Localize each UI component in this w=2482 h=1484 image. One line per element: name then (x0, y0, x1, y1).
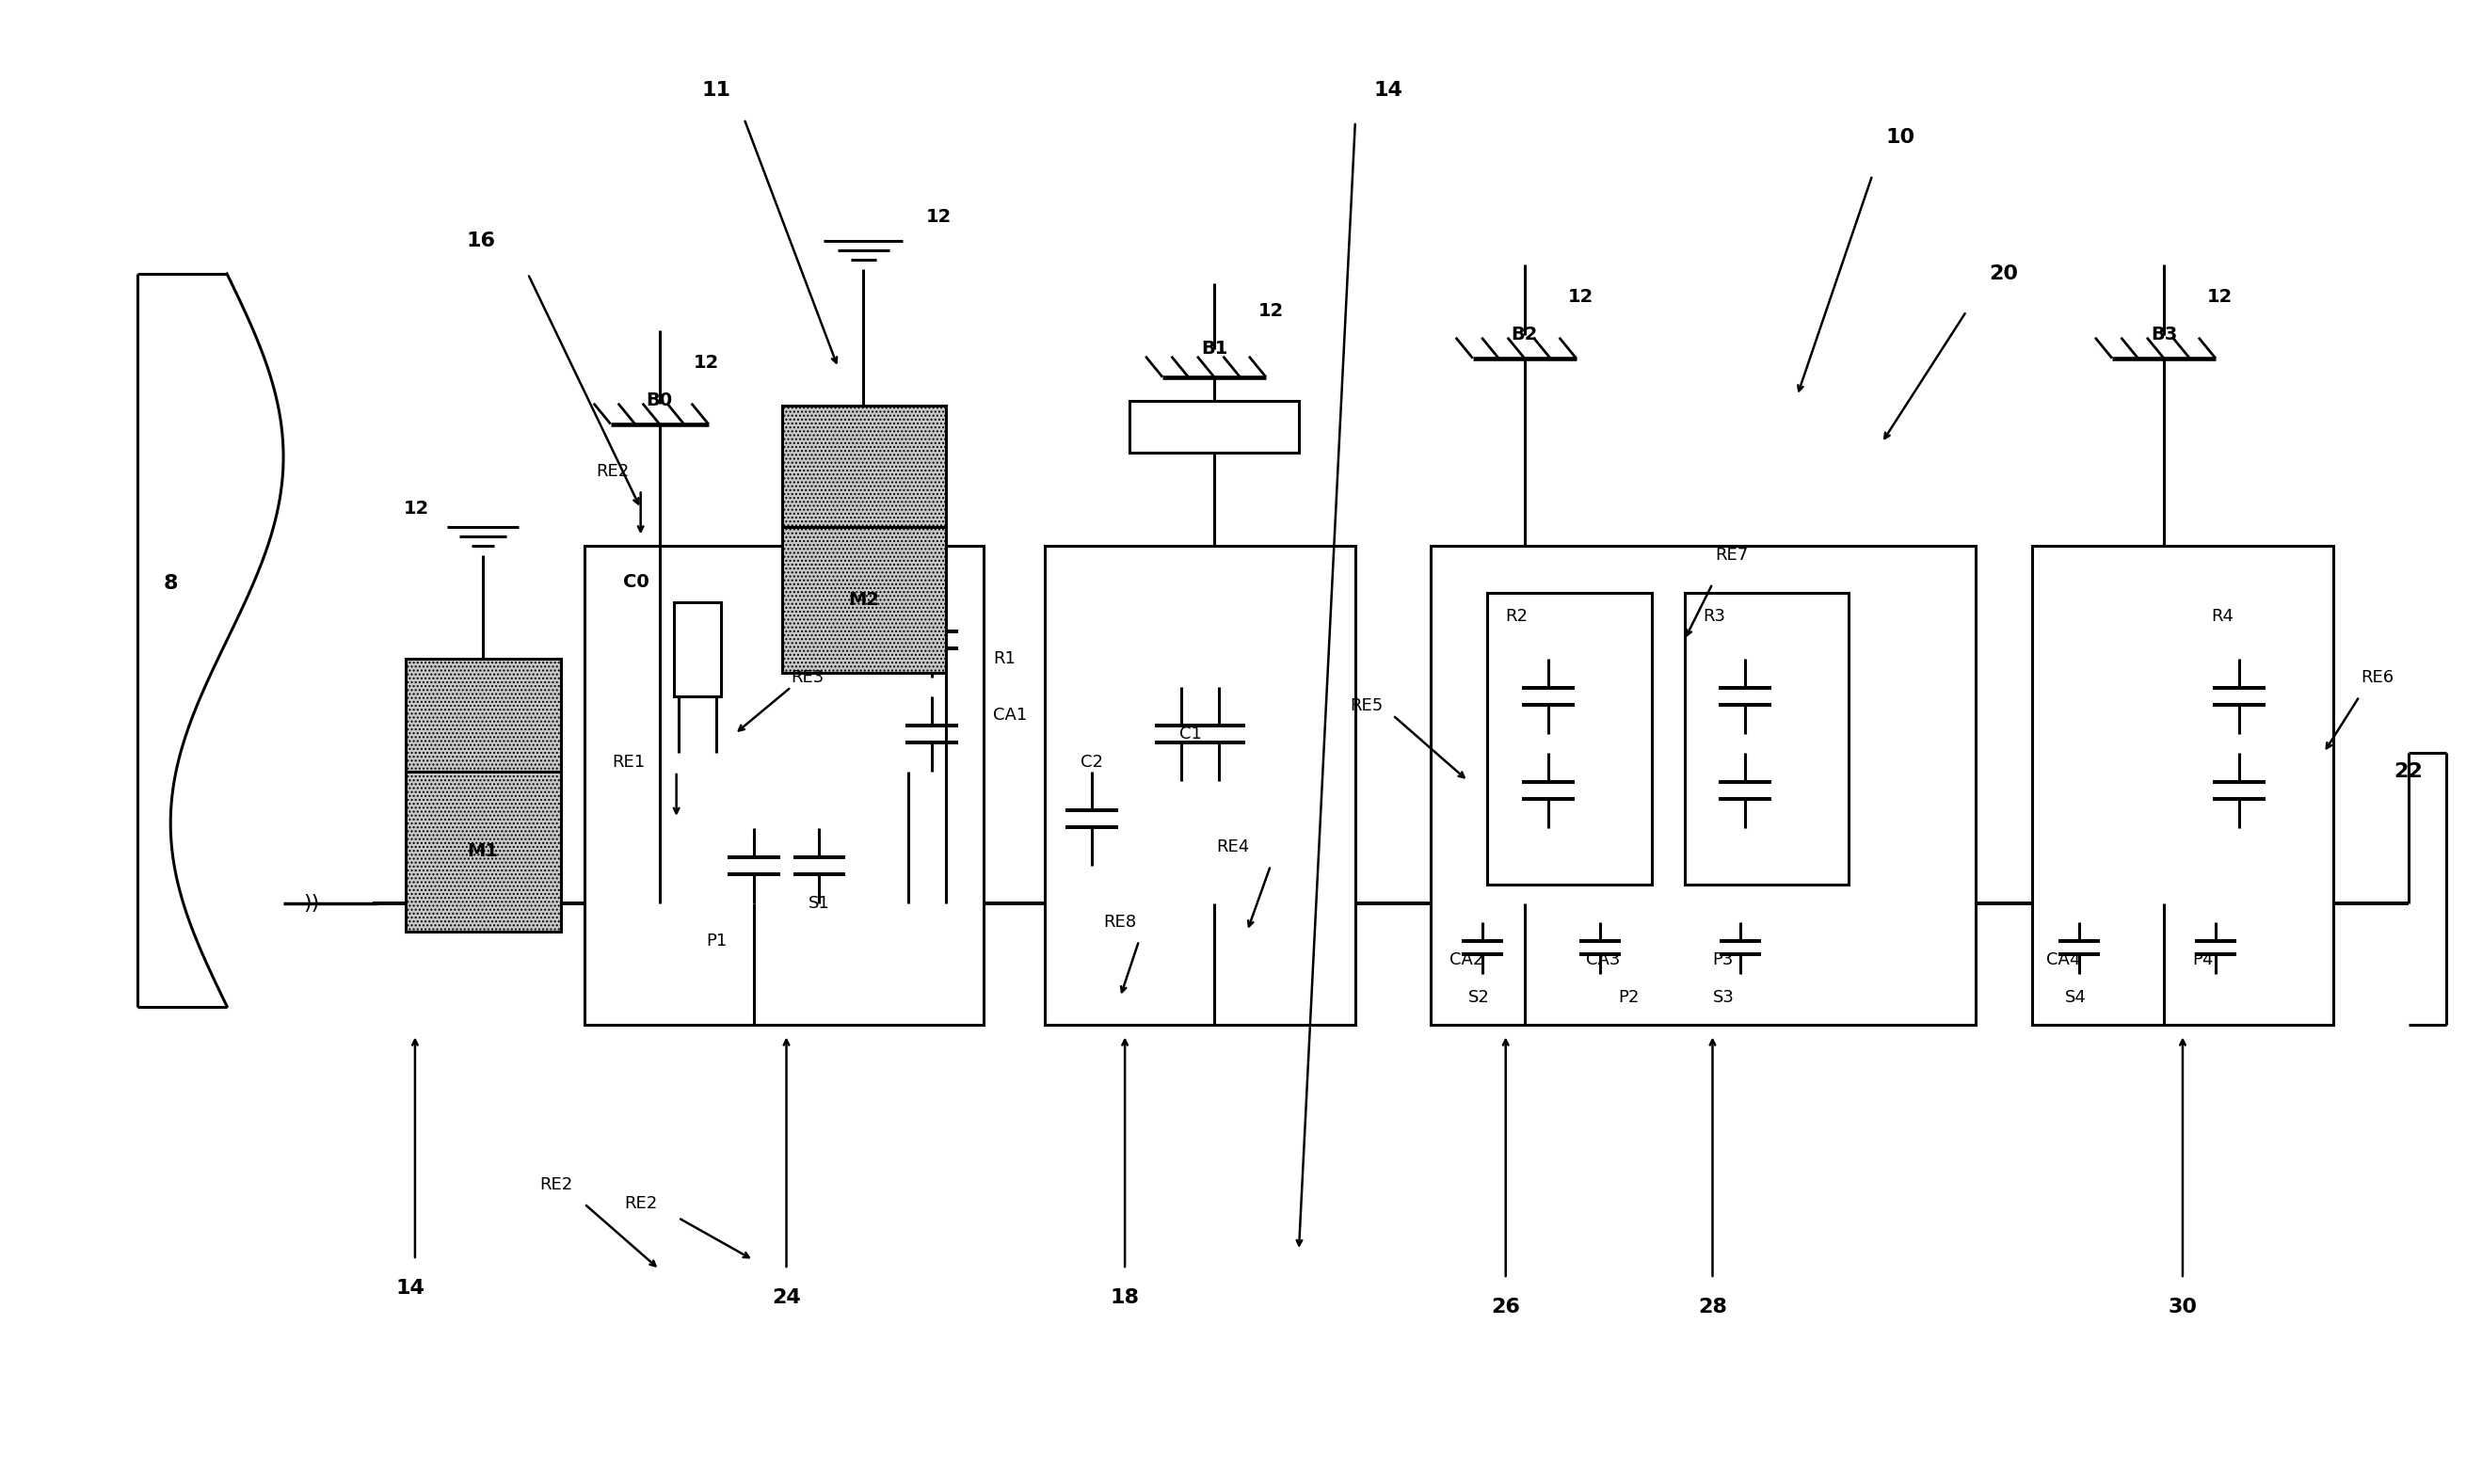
Text: S4: S4 (2065, 988, 2087, 1006)
Bar (1487, 594, 1651, 884)
Bar (782, 405, 946, 527)
Text: 12: 12 (692, 355, 720, 372)
Text: RE4: RE4 (1216, 838, 1248, 855)
Text: RE1: RE1 (613, 754, 645, 770)
Text: CA2: CA2 (1449, 951, 1484, 968)
Text: RE2: RE2 (596, 463, 628, 479)
Text: 14: 14 (395, 1279, 424, 1297)
Text: 8: 8 (164, 574, 179, 594)
Text: 12: 12 (926, 208, 951, 226)
Text: RE8: RE8 (1104, 914, 1137, 930)
Text: S3: S3 (1713, 988, 1735, 1006)
Text: C2: C2 (1080, 754, 1104, 770)
Text: CA1: CA1 (993, 706, 1028, 724)
Text: 12: 12 (2206, 288, 2234, 306)
Text: R1: R1 (993, 650, 1015, 668)
Bar (1430, 546, 1976, 1025)
Text: 28: 28 (1698, 1297, 1727, 1316)
Text: 24: 24 (772, 1288, 802, 1307)
Text: 20: 20 (1991, 264, 2018, 283)
Bar (1685, 594, 1849, 884)
Text: P1: P1 (707, 932, 727, 950)
Text: RE3: RE3 (792, 669, 824, 686)
Text: 12: 12 (1569, 288, 1593, 306)
Text: B2: B2 (1512, 326, 1539, 344)
Text: P4: P4 (2192, 951, 2214, 968)
Bar (782, 527, 946, 672)
Bar (583, 546, 983, 1025)
Text: 16: 16 (467, 232, 496, 251)
Text: 12: 12 (405, 500, 429, 518)
Text: B1: B1 (1201, 340, 1229, 358)
Text: 26: 26 (1492, 1297, 1519, 1316)
Text: S2: S2 (1467, 988, 1489, 1006)
Text: 18: 18 (1109, 1288, 1139, 1307)
Text: C0: C0 (623, 573, 648, 591)
Text: RE2: RE2 (623, 1195, 658, 1212)
Text: B3: B3 (2149, 326, 2177, 344)
Text: 14: 14 (1375, 82, 1402, 99)
Text: R3: R3 (1703, 608, 1725, 625)
Bar (2033, 546, 2333, 1025)
Text: C1: C1 (1179, 726, 1201, 742)
Bar (673, 603, 720, 696)
Text: R4: R4 (2211, 608, 2234, 625)
Text: 30: 30 (2169, 1297, 2197, 1316)
Text: RE5: RE5 (1350, 697, 1382, 714)
Text: M2: M2 (849, 591, 879, 608)
Text: M1: M1 (467, 843, 499, 861)
Text: CA3: CA3 (1586, 951, 1621, 968)
Text: R2: R2 (1507, 608, 1529, 625)
Text: P3: P3 (1713, 951, 1732, 968)
Bar (1045, 546, 1355, 1025)
Text: )): )) (303, 893, 320, 913)
Text: 10: 10 (1886, 128, 1916, 147)
Text: RE2: RE2 (539, 1177, 573, 1193)
Bar (405, 772, 561, 932)
Text: 22: 22 (2393, 763, 2422, 781)
Bar (405, 659, 561, 772)
Text: RE7: RE7 (1715, 548, 1747, 564)
Text: 11: 11 (702, 82, 730, 99)
Text: RE6: RE6 (2360, 669, 2395, 686)
Bar (1129, 401, 1298, 453)
Text: S1: S1 (809, 895, 829, 911)
Text: P2: P2 (1618, 988, 1641, 1006)
Text: 12: 12 (1258, 303, 1283, 321)
Text: CA4: CA4 (2045, 951, 2080, 968)
Text: B0: B0 (645, 392, 673, 410)
